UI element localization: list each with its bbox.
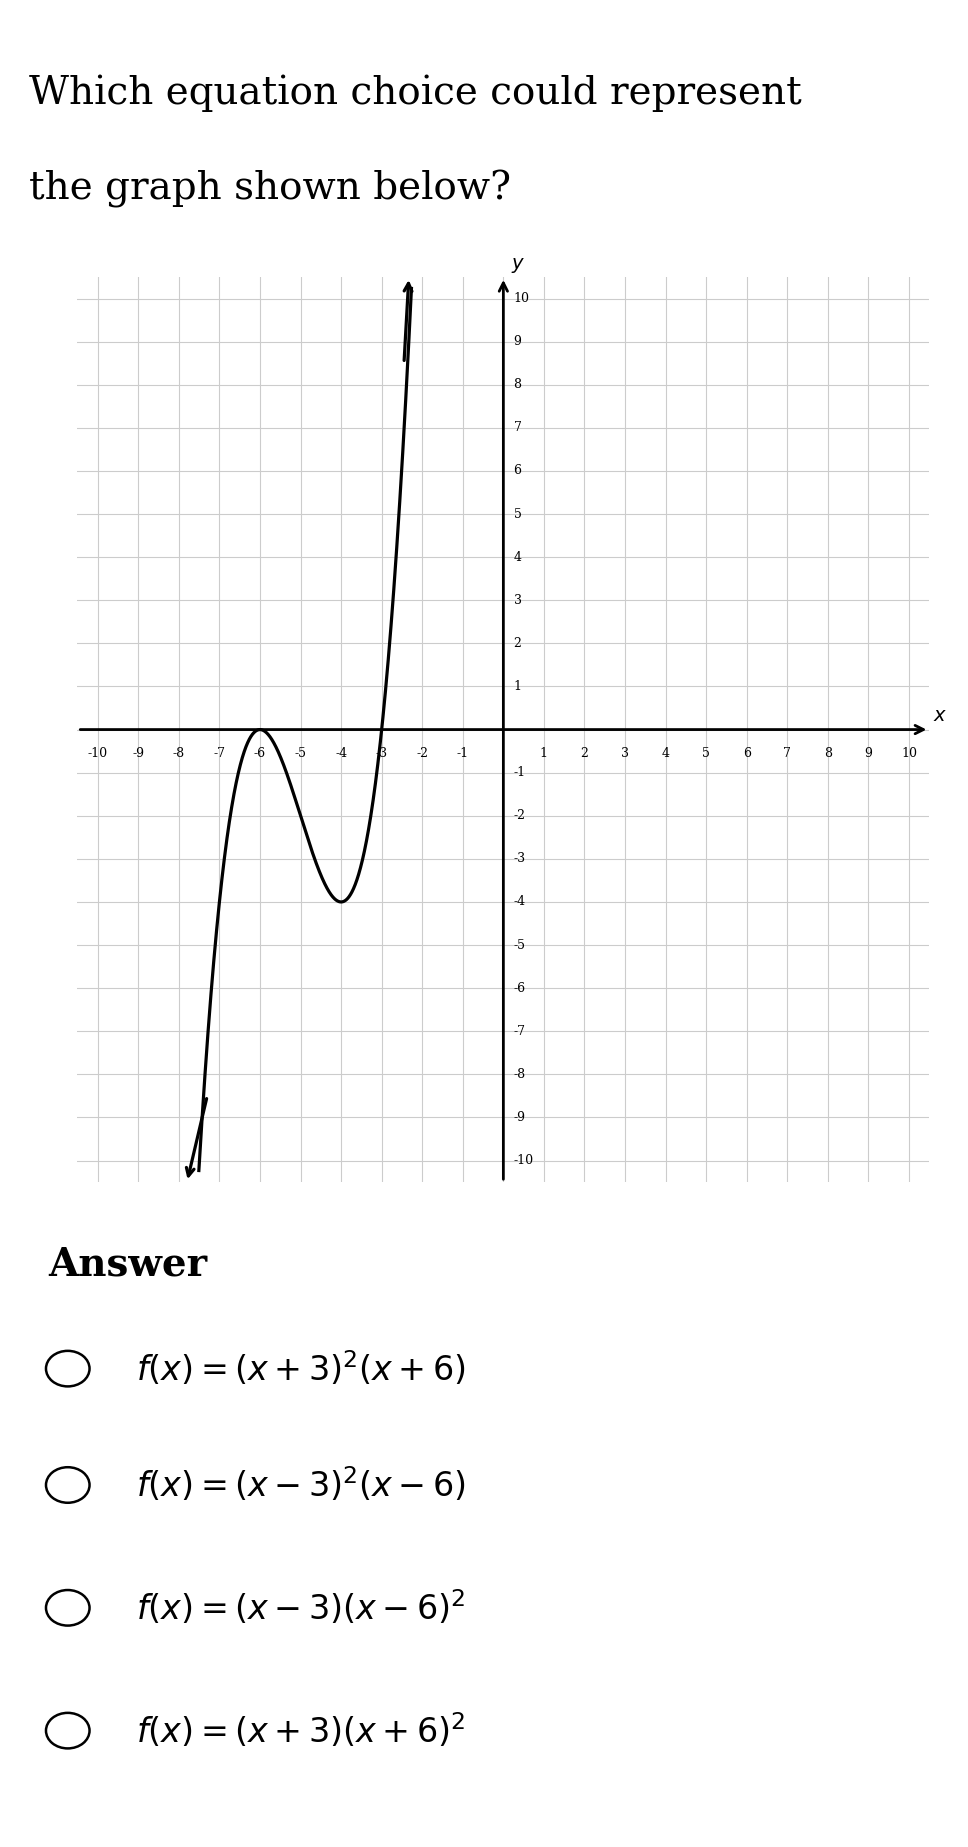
Text: -4: -4 [335, 746, 348, 759]
Text: the graph shown below?: the graph shown below? [29, 170, 511, 209]
Text: $x$: $x$ [933, 707, 948, 726]
Text: 4: 4 [513, 550, 522, 563]
Text: 3: 3 [621, 746, 629, 759]
Text: 5: 5 [702, 746, 711, 759]
Text: 9: 9 [513, 334, 522, 349]
Text: 7: 7 [783, 746, 791, 759]
Text: -2: -2 [416, 746, 428, 759]
Text: $y$: $y$ [511, 257, 526, 275]
Text: Answer: Answer [48, 1245, 207, 1284]
Text: -10: -10 [513, 1154, 533, 1167]
Text: 3: 3 [513, 593, 522, 608]
Text: 2: 2 [513, 637, 522, 650]
Text: $f(x) = (x - 3)(x - 6)^{2}$: $f(x) = (x - 3)(x - 6)^{2}$ [136, 1588, 465, 1627]
Text: -3: -3 [376, 746, 388, 759]
Text: 6: 6 [742, 746, 751, 759]
Text: 6: 6 [513, 464, 522, 478]
Text: 5: 5 [513, 508, 522, 521]
Text: -4: -4 [513, 896, 526, 909]
Text: 1: 1 [513, 680, 522, 693]
Text: -1: -1 [513, 767, 526, 779]
Text: -2: -2 [513, 809, 526, 822]
Text: 9: 9 [864, 746, 872, 759]
Text: -3: -3 [513, 851, 526, 866]
Text: -8: -8 [513, 1068, 526, 1080]
Text: 1: 1 [540, 746, 548, 759]
Text: -6: -6 [513, 981, 526, 996]
Text: -8: -8 [172, 746, 185, 759]
Text: -7: -7 [213, 746, 226, 759]
Text: -5: -5 [513, 938, 526, 951]
Text: -1: -1 [457, 746, 469, 759]
Text: 10: 10 [901, 746, 917, 759]
Text: 10: 10 [513, 292, 529, 305]
Text: -7: -7 [513, 1025, 526, 1038]
Text: -5: -5 [294, 746, 307, 759]
Text: Which equation choice could represent: Which equation choice could represent [29, 74, 802, 113]
Text: $f(x) = (x + 3)(x + 6)^{2}$: $f(x) = (x + 3)(x + 6)^{2}$ [136, 1710, 465, 1751]
Text: -9: -9 [513, 1110, 526, 1125]
Text: 8: 8 [513, 379, 522, 392]
Text: 7: 7 [513, 421, 522, 434]
Text: -9: -9 [133, 746, 144, 759]
Text: $f(x) = (x + 3)^{2}(x + 6)$: $f(x) = (x + 3)^{2}(x + 6)$ [136, 1348, 466, 1389]
Text: 2: 2 [581, 746, 589, 759]
Text: $f(x) = (x - 3)^{2}(x - 6)$: $f(x) = (x - 3)^{2}(x - 6)$ [136, 1465, 466, 1505]
Text: 8: 8 [824, 746, 832, 759]
Text: 4: 4 [661, 746, 670, 759]
Text: -6: -6 [254, 746, 266, 759]
Text: -10: -10 [88, 746, 107, 759]
